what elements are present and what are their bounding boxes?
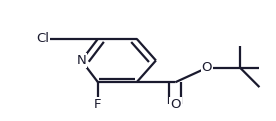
Text: O: O [202, 61, 212, 74]
Text: N: N [76, 54, 86, 67]
Text: F: F [94, 98, 102, 111]
Text: O: O [170, 98, 181, 111]
Text: Cl: Cl [36, 32, 49, 45]
